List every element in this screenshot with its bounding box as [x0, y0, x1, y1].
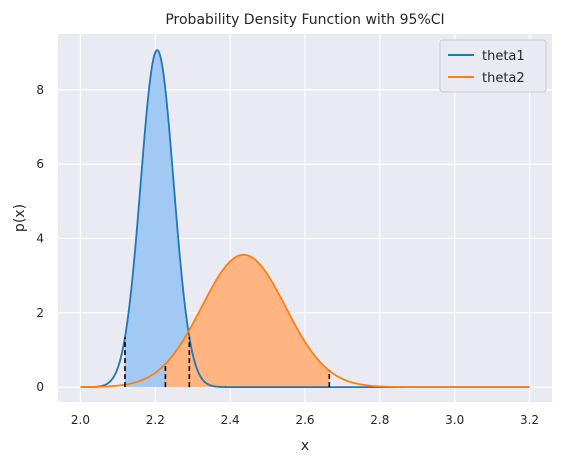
y-tick-label: 8 — [36, 83, 44, 97]
ci-fill-theta2 — [165, 254, 330, 388]
y-tick-label: 2 — [36, 306, 44, 320]
legend: theta1 theta2 — [439, 39, 547, 93]
y-tick-label: 0 — [36, 380, 44, 394]
x-tick-label: 2.4 — [221, 413, 240, 427]
legend-label-theta1: theta1 — [482, 49, 525, 64]
chart-title: Probability Density Function with 95%CI — [165, 12, 444, 28]
x-tick-label: 2.6 — [295, 413, 314, 427]
x-tick-labels: 2.0 2.2 2.4 2.6 2.8 3.0 3.2 — [71, 413, 539, 427]
x-tick-label: 3.0 — [445, 413, 464, 427]
x-tick-label: 3.2 — [520, 413, 539, 427]
ci-fills — [124, 50, 330, 388]
x-tick-label: 2.8 — [370, 413, 389, 427]
x-tick-label: 2.2 — [146, 413, 165, 427]
y-tick-label: 6 — [36, 157, 44, 171]
ci-fill-theta1 — [124, 50, 190, 388]
y-axis-label: p(x) — [12, 204, 28, 232]
ci-lines — [124, 337, 331, 388]
x-axis-label: x — [301, 438, 309, 454]
x-tick-label: 2.0 — [71, 413, 90, 427]
legend-label-theta2: theta2 — [482, 71, 525, 86]
density-curves — [80, 49, 530, 389]
legend-items: theta1 theta2 — [448, 49, 525, 86]
legend-box — [439, 39, 547, 93]
y-tick-label: 4 — [36, 231, 44, 245]
curve-theta2 — [80, 253, 530, 389]
y-tick-labels: 0 2 4 6 8 — [36, 83, 44, 394]
